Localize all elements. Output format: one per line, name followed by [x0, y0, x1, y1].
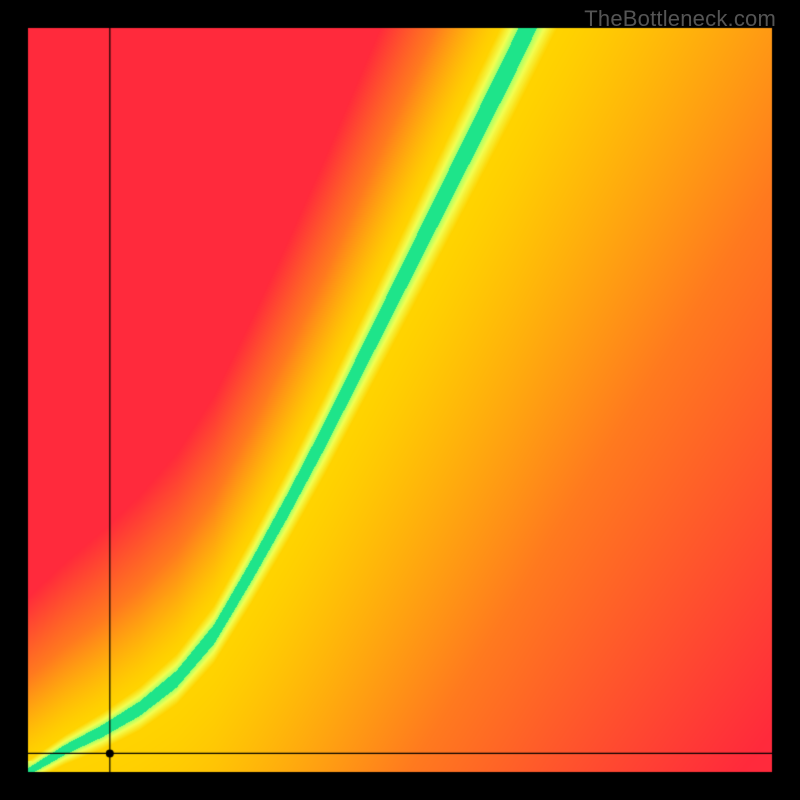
figure-container: TheBottleneck.com — [0, 0, 800, 800]
bottleneck-heatmap — [0, 0, 800, 800]
attribution-text: TheBottleneck.com — [584, 6, 776, 32]
